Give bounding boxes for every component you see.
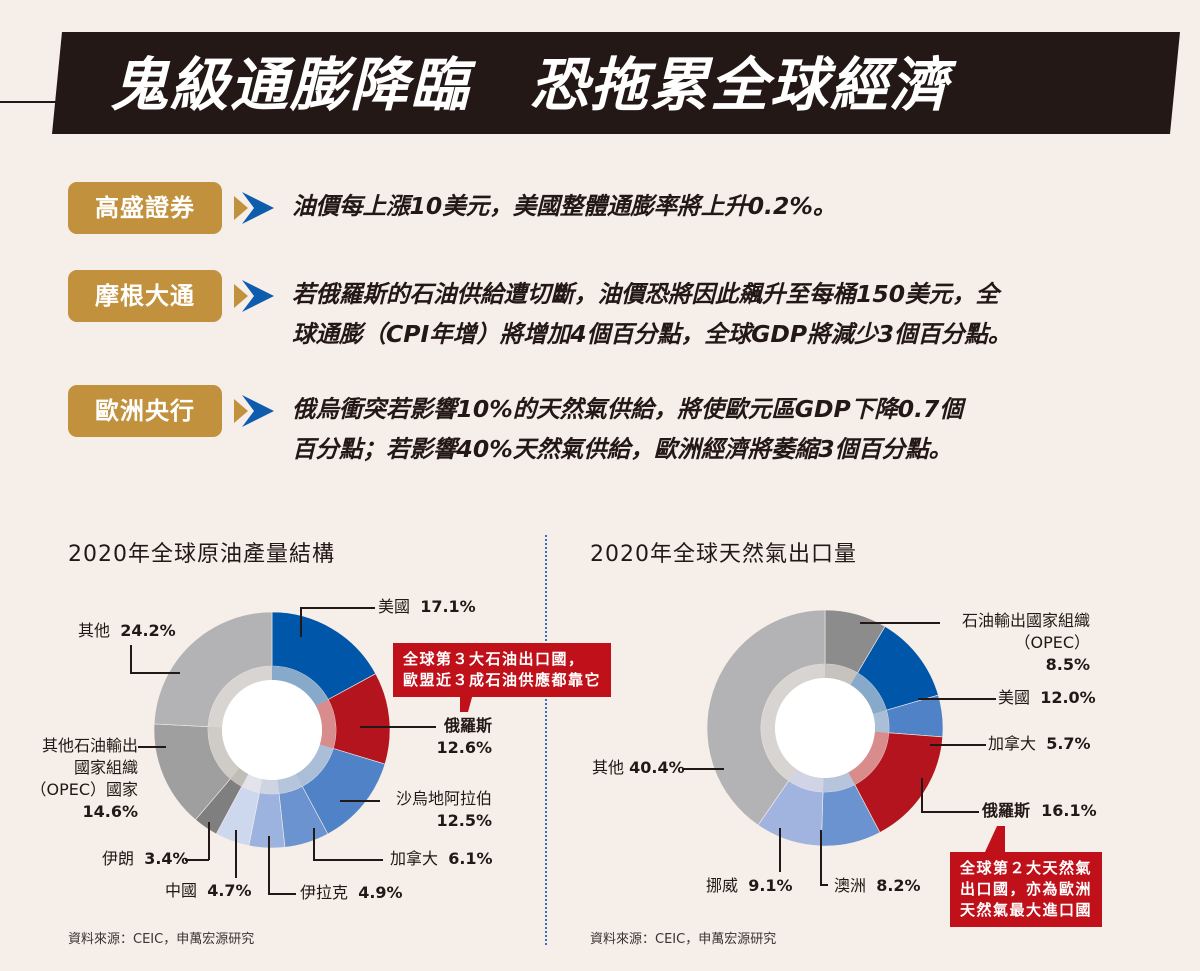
page-title: 鬼級通膨降臨 恐拖累全球經濟 bbox=[110, 51, 951, 119]
leader-line bbox=[360, 726, 436, 728]
donut-inner-ring bbox=[241, 774, 263, 793]
donut-hole bbox=[775, 678, 875, 778]
donut-inner-ring bbox=[873, 710, 889, 733]
leader-line bbox=[208, 822, 210, 860]
donut-hole bbox=[222, 680, 322, 780]
source-badge: 歐洲央行 bbox=[68, 385, 222, 437]
leader-line bbox=[235, 830, 237, 878]
title-banner bbox=[52, 32, 1180, 134]
arrow-right-icon bbox=[234, 192, 274, 224]
leader-line bbox=[138, 746, 166, 748]
leader-line bbox=[918, 698, 996, 700]
leader-line bbox=[268, 893, 296, 895]
donut-slice bbox=[153, 611, 273, 728]
quote-text: 油價每上漲10美元，美國整體通膨率將上升0.2%。 bbox=[292, 192, 837, 220]
callout-pointer bbox=[985, 826, 1005, 852]
gas-source: 資料來源：CEIC，申萬宏源研究 bbox=[590, 932, 777, 947]
chart-divider bbox=[545, 535, 547, 945]
donut-inner-ring bbox=[295, 744, 334, 787]
donut-inner-ring bbox=[850, 672, 887, 715]
quote-text: 若俄羅斯的石油供給遭切斷，油價恐將因此飆升至每桶150美元，全 球通膨（CPI年… bbox=[292, 280, 1012, 348]
quote-text: 俄烏衝突若影響10%的天然氣供給，將使歐元區GDP下降0.7個 百分點；若影響4… bbox=[292, 395, 963, 463]
leader-line bbox=[930, 744, 986, 746]
leader-line bbox=[921, 778, 923, 812]
oil-label-usa: 美國 17.1% bbox=[378, 597, 476, 616]
oil-source: 資料來源：CEIC，申萬宏源研究 bbox=[68, 932, 255, 947]
leader-line bbox=[300, 607, 375, 609]
arrow-right-icon bbox=[234, 395, 274, 427]
oil-label-iraq: 伊拉克 4.9% bbox=[300, 883, 403, 902]
leader-line bbox=[921, 811, 979, 813]
gas-label-canada: 加拿大 5.7% bbox=[988, 734, 1091, 753]
donut-inner-ring bbox=[230, 768, 249, 787]
leader-line bbox=[130, 672, 180, 674]
leader-line bbox=[313, 828, 315, 860]
leader-line bbox=[340, 800, 380, 802]
gas-label-other: 其他 40.4% bbox=[592, 758, 685, 777]
leader-line bbox=[860, 622, 940, 624]
leader-line bbox=[313, 859, 383, 861]
oil-label-china: 中國 4.7% bbox=[165, 881, 252, 900]
donut-inner-ring bbox=[208, 666, 272, 728]
leader-line bbox=[185, 859, 209, 861]
callout-pointer bbox=[460, 690, 474, 712]
gas-label-norway: 挪威 9.1% bbox=[706, 876, 793, 895]
gas-label-russia: 俄羅斯 16.1% bbox=[982, 801, 1097, 820]
leader-line bbox=[820, 830, 822, 885]
donut-inner-ring bbox=[825, 664, 858, 685]
donut-inner-ring bbox=[848, 731, 889, 785]
arrow-right-icon bbox=[234, 280, 274, 312]
leader-line bbox=[130, 645, 132, 673]
donut-inner-ring bbox=[277, 774, 303, 794]
oil-label-canada: 加拿大 6.1% bbox=[390, 849, 493, 868]
donut-inner-ring bbox=[208, 726, 240, 779]
gas-chart-title: 2020年全球天然氣出口量 bbox=[590, 542, 857, 567]
oil-label-opec: 其他石油輸出 國家組織 （OPEC）國家 14.6% bbox=[30, 736, 138, 821]
leader-line bbox=[779, 828, 781, 872]
leader-line bbox=[820, 884, 828, 886]
oil-callout: 全球第３大石油出口國， 歐盟近３成石油供應都靠它 bbox=[393, 643, 612, 697]
title-rule bbox=[0, 101, 60, 103]
donut-inner-ring bbox=[315, 699, 336, 749]
source-badge: 摩根大通 bbox=[68, 270, 222, 322]
donut-slice bbox=[706, 609, 826, 826]
leader-line bbox=[268, 836, 270, 894]
donut-inner-ring bbox=[788, 769, 824, 792]
source-badge: 高盛證券 bbox=[68, 182, 222, 234]
oil-label-saudi: 沙烏地阿拉伯 12.5% bbox=[395, 789, 492, 830]
donut-inner-ring bbox=[822, 772, 855, 792]
oil-label-other: 其他 24.2% bbox=[78, 621, 176, 640]
donut-inner-ring bbox=[761, 664, 825, 781]
gas-label-usa: 美國 12.0% bbox=[998, 688, 1096, 707]
gas-label-australia: 澳洲 8.2% bbox=[834, 876, 921, 895]
oil-donut-chart bbox=[153, 611, 391, 849]
oil-label-russia: 俄羅斯 12.6% bbox=[436, 716, 492, 757]
gas-donut-chart bbox=[706, 609, 944, 847]
donut-inner-ring bbox=[259, 779, 280, 794]
gas-label-opec: 石油輸出國家組織 （OPEC） 8.5% bbox=[961, 611, 1090, 674]
gas-callout: 全球第２大天然氣 出口國，亦為歐洲 天然氣最大進口國 bbox=[950, 852, 1103, 927]
oil-chart-title: 2020年全球原油產量結構 bbox=[68, 542, 335, 567]
leader-line bbox=[682, 768, 724, 770]
donut-inner-ring bbox=[272, 666, 329, 707]
oil-label-iran: 伊朗 3.4% bbox=[102, 849, 189, 868]
leader-line bbox=[300, 607, 302, 637]
